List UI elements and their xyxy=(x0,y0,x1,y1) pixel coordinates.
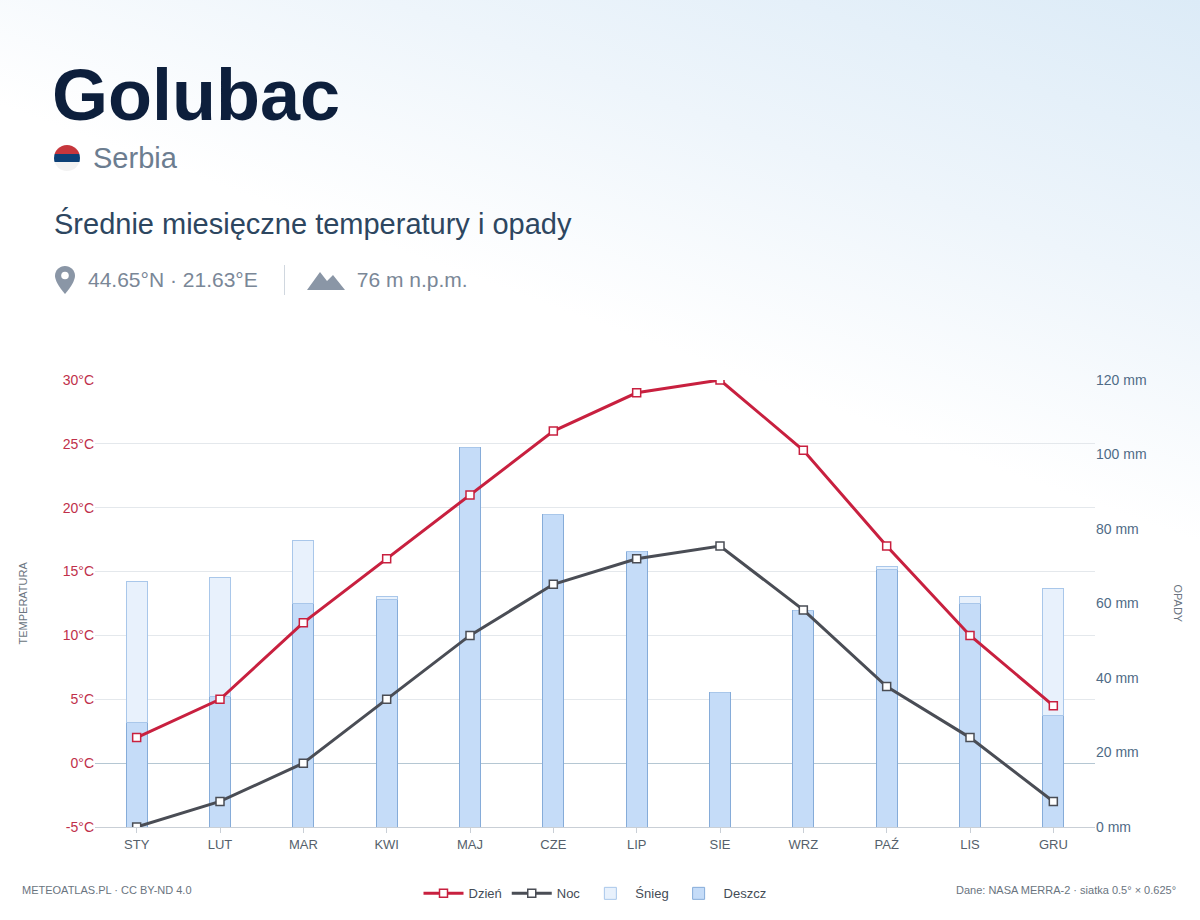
svg-text:STY: STY xyxy=(124,837,150,852)
svg-text:Noc: Noc xyxy=(557,886,581,901)
svg-text:LUT: LUT xyxy=(208,837,233,852)
html-text:76 m n.p.m.: 76 m n.p.m. xyxy=(356,268,468,291)
svg-text:MAR: MAR xyxy=(289,837,318,852)
svg-text:60 mm: 60 mm xyxy=(1096,595,1139,611)
svg-text:KWI: KWI xyxy=(374,837,399,852)
html-text:Serbia: Serbia xyxy=(93,141,177,174)
svg-text:GRU: GRU xyxy=(1039,837,1068,852)
svg-text:LIP: LIP xyxy=(627,837,647,852)
svg-text:120 mm: 120 mm xyxy=(1096,372,1147,388)
svg-text:25°C: 25°C xyxy=(63,436,94,452)
svg-text:40 mm: 40 mm xyxy=(1096,670,1139,686)
svg-text:WRZ: WRZ xyxy=(789,837,819,852)
svg-text:CZE: CZE xyxy=(540,837,566,852)
svg-text:OPADY: OPADY xyxy=(1172,585,1184,623)
svg-text:20°C: 20°C xyxy=(63,500,94,516)
svg-text:METEOATLAS.PL · CC BY-ND 4.0: METEOATLAS.PL · CC BY-ND 4.0 xyxy=(22,884,192,896)
svg-text:LIS: LIS xyxy=(960,837,980,852)
svg-text:30°C: 30°C xyxy=(63,372,94,388)
svg-text:PAŹ: PAŹ xyxy=(875,837,899,852)
svg-text:MAJ: MAJ xyxy=(457,837,483,852)
svg-text:SIE: SIE xyxy=(710,837,731,852)
svg-text:20 mm: 20 mm xyxy=(1096,744,1139,760)
svg-text:Śnieg: Śnieg xyxy=(635,886,668,901)
svg-text:Dzień: Dzień xyxy=(469,886,502,901)
svg-text:80 mm: 80 mm xyxy=(1096,521,1139,537)
svg-text:10°C: 10°C xyxy=(63,627,94,643)
svg-text:5°C: 5°C xyxy=(71,691,95,707)
svg-text:100 mm: 100 mm xyxy=(1096,446,1147,462)
svg-text:-5°C: -5°C xyxy=(66,819,94,835)
svg-text:Deszcz: Deszcz xyxy=(724,886,767,901)
svg-text:TEMPERATURA: TEMPERATURA xyxy=(17,562,29,645)
svg-text:0 mm: 0 mm xyxy=(1096,819,1131,835)
svg-text:15°C: 15°C xyxy=(63,563,94,579)
html-text:Golubac: Golubac xyxy=(52,55,340,135)
html-text:44.65°N · 21.63°E: 44.65°N · 21.63°E xyxy=(88,268,258,291)
html-text:Średnie miesięczne temperatury: Średnie miesięczne temperatury i opady xyxy=(54,208,572,240)
svg-text:0°C: 0°C xyxy=(71,755,95,771)
svg-text:Dane: NASA MERRA-2 · siatka 0.: Dane: NASA MERRA-2 · siatka 0.5° × 0.625… xyxy=(956,884,1176,896)
